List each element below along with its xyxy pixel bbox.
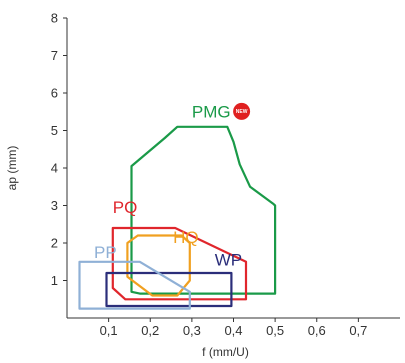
y-tick-label: 3 bbox=[51, 198, 58, 213]
y-tick-label: 8 bbox=[51, 11, 58, 26]
ticks: 1 2 3 4 5 6 7 8 0,1 0,2 0,3 0,4 0,5 0,6 0,7 bbox=[51, 11, 368, 339]
y-tick-label: 1 bbox=[51, 273, 58, 288]
series-pq-outline bbox=[111, 226, 248, 301]
x-tick-label: 0,1 bbox=[100, 323, 118, 338]
labels-layer: PMG NEW PQ HQ WP PP bbox=[94, 102, 251, 270]
y-tick-label: 5 bbox=[51, 123, 58, 138]
x-tick-label: 0,3 bbox=[183, 323, 201, 338]
series-wp-outline bbox=[105, 271, 233, 308]
x-tick-label: 0,6 bbox=[308, 323, 326, 338]
x-tick-label: 0,7 bbox=[349, 323, 367, 338]
y-tick-label: 7 bbox=[51, 48, 58, 63]
x-tick-label: 0,5 bbox=[266, 323, 284, 338]
x-tick-label: 0,2 bbox=[141, 323, 159, 338]
x-tick-label: 0,4 bbox=[224, 323, 242, 338]
series-wp-label: WP bbox=[215, 251, 242, 270]
y-tick-label: 4 bbox=[51, 161, 58, 176]
y-axis-label: ap (mm) bbox=[5, 146, 19, 191]
x-axis-label: f (mm/U) bbox=[202, 345, 249, 359]
series-pmg-outline bbox=[130, 125, 277, 295]
y-tick-label: 2 bbox=[51, 236, 58, 251]
series-pp-label: PP bbox=[94, 243, 117, 262]
series-hq-label: HQ bbox=[173, 228, 199, 247]
y-tick-label: 6 bbox=[51, 86, 58, 101]
new-badge-label: NEW bbox=[236, 109, 248, 115]
series-pp-outline bbox=[78, 260, 191, 310]
series-layer bbox=[78, 125, 277, 310]
series-pmg-label: PMG bbox=[192, 102, 231, 121]
new-badge-icon bbox=[233, 102, 251, 120]
series-hq-outline bbox=[126, 234, 191, 297]
series-pq-label: PQ bbox=[113, 198, 138, 217]
